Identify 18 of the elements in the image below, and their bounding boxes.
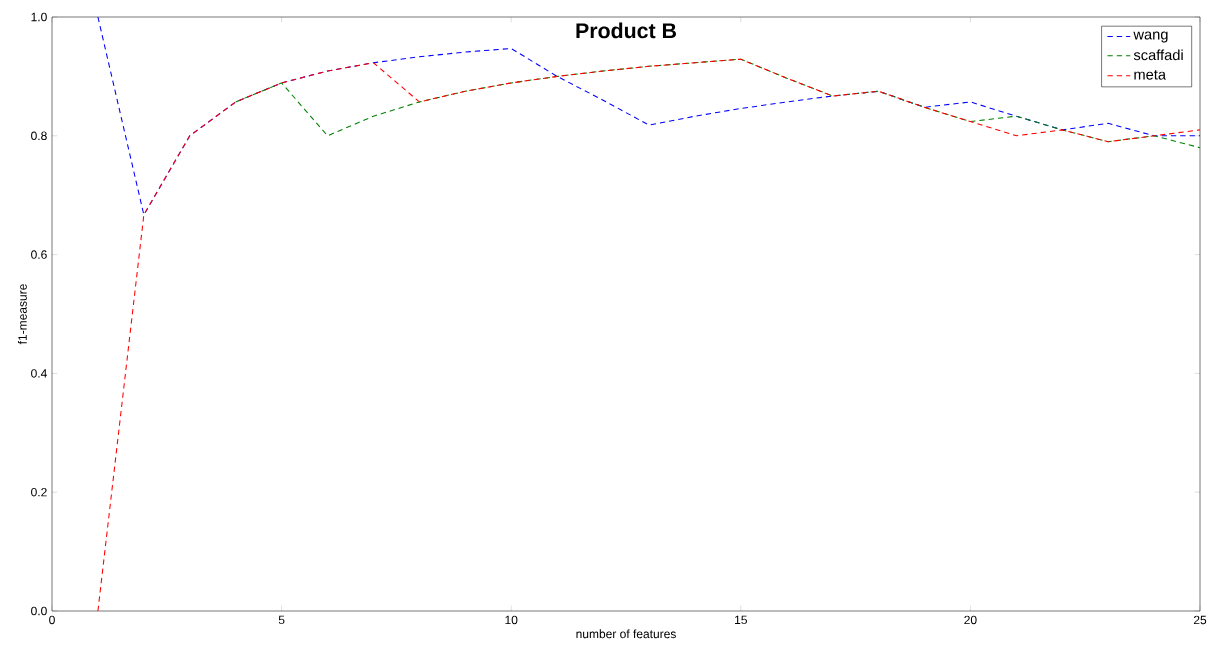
y-axis-title: f1-measure	[17, 284, 27, 345]
chart-title: Product B	[576, 22, 676, 39]
x-tick-label: 25	[1193, 615, 1207, 625]
x-tick-label: 5	[278, 615, 285, 625]
x-tick-label: 20	[964, 615, 977, 625]
y-tick-label: 1.0	[31, 12, 47, 22]
y-tick-label: 0.6	[31, 250, 47, 259]
x-tick-label: 10	[505, 615, 518, 625]
legend-label: meta	[1134, 70, 1167, 80]
x-tick-label: 15	[735, 615, 747, 625]
legend-label: scaffadi	[1133, 49, 1183, 61]
legend-label: wang	[1133, 31, 1168, 43]
y-tick-label: 0.2	[31, 487, 47, 497]
y-tick-label: 0.4	[31, 369, 47, 378]
y-tick-label: 0.0	[31, 606, 47, 616]
y-tick-label: 0.8	[31, 131, 47, 141]
x-tick-label: 0	[49, 615, 55, 625]
x-axis-title: number of features	[576, 629, 676, 639]
